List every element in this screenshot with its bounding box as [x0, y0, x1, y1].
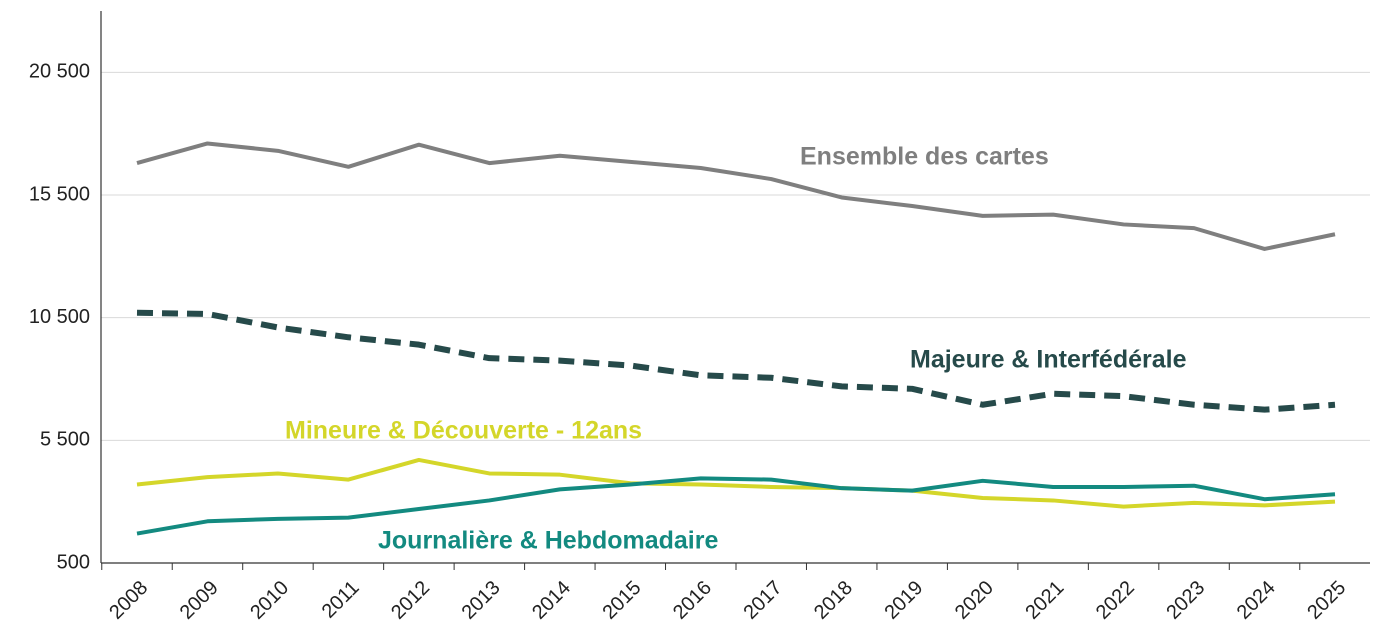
- y-tick-label: 20 500: [29, 61, 90, 83]
- x-tick-label: 2011: [318, 577, 364, 623]
- y-tick-label: 15 500: [29, 183, 90, 205]
- x-tick-label: 2015: [599, 577, 646, 624]
- x-tick-label: 2019: [880, 577, 927, 624]
- x-tick-label: 2012: [387, 577, 434, 624]
- y-tick-label: 10 500: [29, 306, 90, 328]
- series-line: [136, 141, 1336, 251]
- x-tick-label: 2009: [176, 577, 223, 624]
- y-tick-label: 5 500: [40, 429, 90, 451]
- x-tick-label: 2024: [1233, 577, 1280, 624]
- x-tick-label: 2008: [105, 577, 152, 624]
- x-tick-label: 2025: [1303, 577, 1350, 624]
- series-label: Mineure & Découverte - 12ans: [285, 417, 642, 445]
- series-line: [136, 457, 1336, 509]
- x-tick-label: 2010: [246, 577, 293, 624]
- series-label: Ensemble des cartes: [800, 143, 1049, 171]
- series-line: [136, 309, 1336, 413]
- x-tick-label: 2022: [1092, 577, 1139, 624]
- x-tick-label: 2020: [951, 577, 998, 624]
- x-tick-label: 2023: [1162, 577, 1209, 624]
- x-tick-label: 2021: [1021, 577, 1068, 624]
- series-line: [136, 476, 1336, 536]
- x-tick-label: 2018: [810, 577, 857, 624]
- series-label: Majeure & Interfédérale: [910, 346, 1187, 374]
- x-tick-label: 2013: [458, 577, 505, 624]
- series-label: Journalière & Hebdomadaire: [378, 527, 718, 555]
- x-tick-label: 2017: [739, 577, 786, 624]
- y-tick-label: 500: [57, 551, 90, 573]
- x-tick-label: 2016: [669, 577, 716, 624]
- x-tick-label: 2014: [528, 577, 575, 624]
